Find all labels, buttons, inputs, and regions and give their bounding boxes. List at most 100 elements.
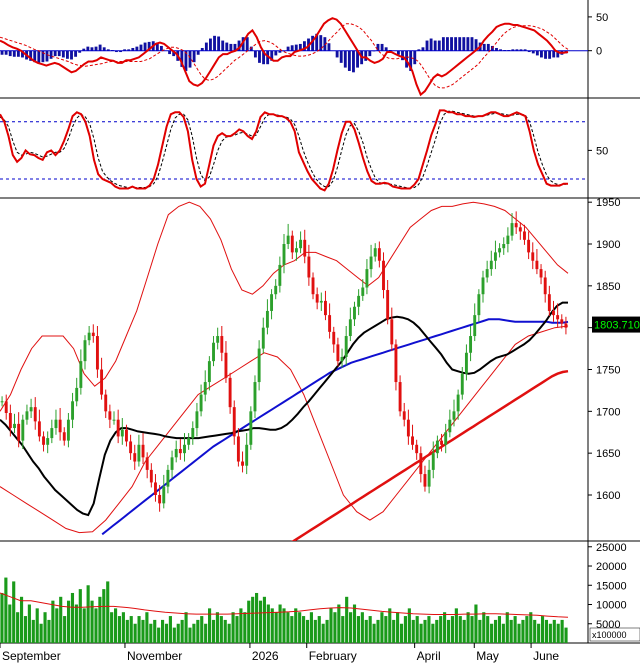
candle-body bbox=[137, 444, 141, 462]
candle-body bbox=[382, 260, 385, 291]
axis-tick-label: 20000 bbox=[596, 561, 627, 573]
volume-bar bbox=[47, 619, 51, 643]
candle-body bbox=[340, 356, 344, 362]
candle-body bbox=[145, 457, 149, 470]
volume-bar bbox=[149, 623, 153, 643]
candle-body bbox=[448, 419, 452, 433]
volume-bar bbox=[121, 612, 125, 643]
macd-histogram-bar bbox=[147, 41, 151, 51]
macd-histogram-bar bbox=[123, 49, 127, 51]
candle-body bbox=[62, 432, 66, 441]
macd-histogram-bar bbox=[540, 50, 543, 58]
candle-body bbox=[440, 440, 443, 445]
volume-unit-label: x100000 bbox=[592, 630, 627, 640]
volume-bar bbox=[396, 612, 400, 643]
candle-body bbox=[253, 382, 257, 412]
volume-bar bbox=[282, 608, 286, 643]
candle-body bbox=[71, 401, 75, 420]
volume-bar bbox=[243, 612, 247, 643]
candle-body bbox=[191, 428, 195, 439]
volume-bar bbox=[90, 600, 94, 643]
candle-body bbox=[116, 419, 120, 437]
macd-histogram-bar bbox=[486, 43, 490, 51]
volume-bar bbox=[35, 608, 39, 643]
candle-body bbox=[178, 448, 182, 454]
volume-bar bbox=[356, 616, 360, 643]
candle-body bbox=[419, 453, 423, 475]
x-tick-label: February bbox=[309, 649, 357, 663]
axis-tick-label: 1950 bbox=[596, 197, 620, 209]
ma-black-line bbox=[0, 301, 568, 517]
volume-bar bbox=[86, 585, 90, 643]
macd-histogram-bar bbox=[523, 49, 527, 51]
volume-bar bbox=[431, 623, 435, 643]
volume-bar bbox=[548, 623, 552, 643]
candle-body bbox=[427, 469, 431, 487]
macd-histogram-bar bbox=[249, 46, 253, 51]
volume-bar bbox=[411, 619, 415, 643]
candle-body bbox=[54, 419, 58, 429]
macd-histogram-bar bbox=[274, 50, 278, 56]
candle-body bbox=[539, 269, 543, 278]
x-tick-label: May bbox=[476, 649, 499, 663]
volume-bar bbox=[435, 619, 439, 643]
macd-histogram-bar bbox=[94, 46, 98, 51]
last-price-label: 1803.710 bbox=[594, 320, 640, 332]
volume-bar bbox=[78, 589, 82, 643]
volume-bar bbox=[82, 608, 86, 643]
candle-body bbox=[357, 295, 361, 307]
candle-body bbox=[311, 277, 315, 295]
volume-bar bbox=[392, 619, 396, 643]
volume-bar bbox=[341, 616, 345, 643]
macd-histogram-bar bbox=[135, 46, 139, 51]
candle-body bbox=[502, 244, 506, 249]
candle-body bbox=[411, 436, 414, 445]
candle-body bbox=[328, 315, 332, 332]
macd-histogram-bar bbox=[544, 50, 547, 59]
candle-body bbox=[278, 264, 282, 286]
macd-histogram-bar bbox=[33, 50, 37, 63]
macd-histogram-bar bbox=[311, 35, 315, 51]
volume-bar bbox=[223, 619, 227, 643]
candle-body bbox=[195, 411, 199, 429]
volume-bar bbox=[352, 604, 357, 643]
volume-bar bbox=[188, 627, 192, 643]
macd-histogram-bar bbox=[131, 47, 135, 51]
volume-bar bbox=[63, 616, 67, 643]
volume-bar bbox=[251, 596, 255, 643]
macd-histogram-bar bbox=[12, 50, 16, 57]
macd-histogram-bar bbox=[4, 50, 8, 55]
volume-bar bbox=[544, 619, 549, 643]
volume-bar bbox=[274, 612, 278, 643]
candle-body bbox=[514, 223, 518, 228]
candle-body bbox=[13, 423, 16, 429]
macd-histogram-bar bbox=[535, 50, 539, 56]
volume-bar bbox=[380, 612, 384, 643]
candle-body bbox=[398, 382, 402, 412]
macd-histogram-bar bbox=[86, 46, 90, 51]
volume-bar bbox=[117, 616, 122, 643]
macd-histogram-bar bbox=[437, 40, 441, 51]
volume-bar bbox=[486, 616, 490, 643]
volume-bar bbox=[446, 619, 451, 643]
volume-ma-line bbox=[0, 592, 569, 618]
candle-body bbox=[493, 252, 497, 261]
candle-body bbox=[125, 429, 128, 442]
candle-body bbox=[241, 461, 244, 466]
volume-unit-box bbox=[589, 627, 640, 642]
candle-body bbox=[560, 319, 564, 324]
x-tick-label: 2026 bbox=[252, 649, 279, 663]
macd-histogram-bar bbox=[78, 50, 82, 53]
candle-body bbox=[203, 382, 207, 395]
macd-histogram-bar bbox=[303, 41, 306, 51]
ma-red-line bbox=[291, 369, 569, 541]
candle-body bbox=[456, 394, 460, 412]
macd-histogram-bar bbox=[45, 50, 49, 62]
candle-body bbox=[444, 432, 448, 445]
candle-body bbox=[4, 401, 8, 414]
axis-tick-label: 0 bbox=[596, 46, 602, 58]
candle-body bbox=[485, 269, 489, 278]
candle-body bbox=[75, 387, 79, 402]
macd-histogram-bar bbox=[527, 50, 531, 53]
candle-body bbox=[452, 411, 456, 420]
